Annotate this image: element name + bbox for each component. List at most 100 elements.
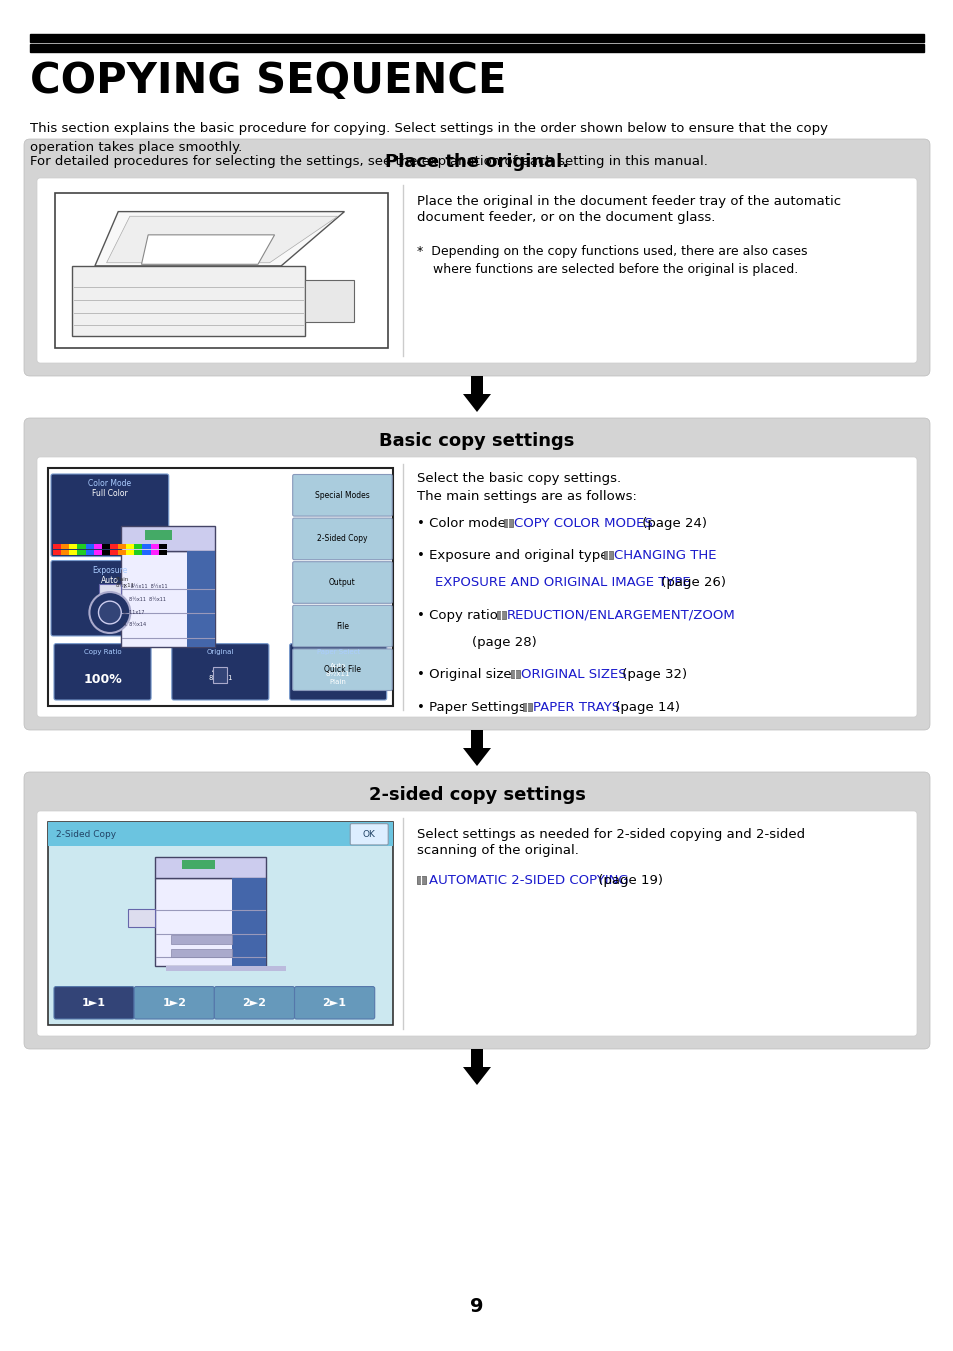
FancyBboxPatch shape: [293, 605, 392, 647]
FancyBboxPatch shape: [51, 561, 169, 636]
Text: 8½x11  8½x11: 8½x11 8½x11: [123, 597, 166, 603]
Bar: [134, 550, 142, 554]
Text: Full Color: Full Color: [91, 489, 128, 499]
Text: Color Mode: Color Mode: [89, 480, 132, 488]
Polygon shape: [166, 966, 285, 971]
Text: Select the basic copy settings.: Select the basic copy settings.: [416, 471, 620, 485]
Bar: [142, 550, 151, 554]
Text: AUTOMATIC 2-SIDED COPYING: AUTOMATIC 2-SIDED COPYING: [428, 874, 628, 888]
Bar: [93, 550, 102, 554]
Text: • Paper Settings: • Paper Settings: [416, 701, 529, 713]
Bar: [48, 467, 393, 707]
Text: 3. 11x17: 3. 11x17: [123, 609, 145, 615]
Text: Special Modes: Special Modes: [314, 490, 370, 500]
Text: REDUCTION/ENLARGEMENT/ZOOM: REDUCTION/ENLARGEMENT/ZOOM: [506, 609, 735, 621]
Bar: [182, 861, 214, 869]
Text: Place the original in the document feeder tray of the automatic: Place the original in the document feede…: [416, 195, 840, 208]
Text: (page 32): (page 32): [617, 669, 686, 681]
Bar: [126, 543, 134, 549]
Bar: [121, 526, 215, 551]
FancyBboxPatch shape: [51, 474, 169, 557]
Text: (page 14): (page 14): [610, 701, 679, 713]
Bar: [71, 266, 304, 335]
FancyBboxPatch shape: [294, 986, 375, 1019]
Bar: [158, 550, 167, 554]
Text: (page 19): (page 19): [593, 874, 662, 888]
Bar: [142, 543, 151, 549]
Text: OK: OK: [362, 830, 375, 839]
Bar: [77, 550, 86, 554]
Bar: [118, 550, 126, 554]
Text: COPY COLOR MODES: COPY COLOR MODES: [513, 517, 652, 530]
Bar: [503, 519, 512, 527]
Text: Plain
8½x11: Plain 8½x11: [116, 577, 135, 588]
Bar: [471, 1048, 482, 1067]
Bar: [154, 857, 266, 878]
Bar: [187, 551, 215, 647]
Text: Auto
8½x11: Auto 8½x11: [208, 667, 233, 681]
Bar: [154, 878, 266, 966]
Polygon shape: [107, 216, 337, 262]
FancyBboxPatch shape: [37, 811, 916, 1036]
Polygon shape: [141, 235, 274, 265]
Text: Select settings as needed for 2-sided copying and 2-sided: Select settings as needed for 2-sided co…: [416, 828, 804, 842]
FancyBboxPatch shape: [24, 139, 929, 376]
FancyBboxPatch shape: [293, 474, 392, 516]
Bar: [151, 543, 158, 549]
Text: • Exposure and original type: • Exposure and original type: [416, 550, 612, 562]
Circle shape: [98, 601, 121, 624]
Text: 2►2: 2►2: [242, 998, 266, 1008]
Bar: [126, 550, 134, 554]
Bar: [171, 935, 233, 944]
Text: *  Depending on the copy functions used, there are also cases
    where function: * Depending on the copy functions used, …: [416, 245, 806, 276]
Bar: [48, 821, 393, 846]
Bar: [497, 611, 505, 619]
Bar: [110, 550, 118, 554]
Text: Copy Ratio: Copy Ratio: [84, 648, 121, 655]
Bar: [77, 543, 86, 549]
Bar: [158, 543, 167, 549]
Bar: [53, 550, 61, 554]
Bar: [510, 670, 519, 678]
Bar: [61, 550, 70, 554]
FancyBboxPatch shape: [37, 178, 916, 363]
Bar: [48, 821, 393, 1025]
FancyBboxPatch shape: [24, 417, 929, 730]
Text: Place the original.: Place the original.: [384, 153, 569, 172]
Text: CHANGING THE: CHANGING THE: [613, 550, 716, 562]
Bar: [471, 730, 482, 748]
FancyBboxPatch shape: [172, 643, 269, 700]
Text: For detailed procedures for selecting the settings, see the explanation of each : For detailed procedures for selecting th…: [30, 155, 707, 168]
Bar: [213, 667, 227, 684]
Bar: [416, 875, 425, 884]
Bar: [471, 376, 482, 394]
FancyBboxPatch shape: [37, 457, 916, 717]
Text: 9: 9: [470, 1297, 483, 1316]
Polygon shape: [462, 748, 491, 766]
Text: • Color mode: • Color mode: [416, 517, 509, 530]
FancyBboxPatch shape: [293, 517, 392, 559]
Bar: [522, 703, 531, 711]
Text: This section explains the basic procedure for copying. Select settings in the or: This section explains the basic procedur…: [30, 122, 827, 154]
FancyBboxPatch shape: [350, 824, 388, 844]
Text: COPYING SEQUENCE: COPYING SEQUENCE: [30, 59, 506, 101]
FancyBboxPatch shape: [134, 986, 214, 1019]
FancyBboxPatch shape: [214, 986, 294, 1019]
Text: (page 26): (page 26): [656, 577, 725, 589]
FancyBboxPatch shape: [24, 771, 929, 1048]
Bar: [53, 543, 61, 549]
Bar: [151, 550, 158, 554]
Text: 2-Sided Copy: 2-Sided Copy: [56, 830, 116, 839]
FancyBboxPatch shape: [54, 643, 151, 700]
Text: EXPOSURE AND ORIGINAL IMAGE TYPE: EXPOSURE AND ORIGINAL IMAGE TYPE: [435, 577, 690, 589]
Text: Original: Original: [207, 648, 233, 655]
Text: Exposure: Exposure: [92, 566, 128, 574]
Bar: [61, 543, 70, 549]
Text: Basic copy settings: Basic copy settings: [379, 432, 574, 450]
Bar: [233, 878, 266, 966]
Bar: [30, 45, 923, 51]
Circle shape: [90, 592, 131, 634]
Bar: [93, 543, 102, 549]
FancyBboxPatch shape: [290, 643, 386, 700]
Text: 2-Sided Copy: 2-Sided Copy: [316, 535, 367, 543]
